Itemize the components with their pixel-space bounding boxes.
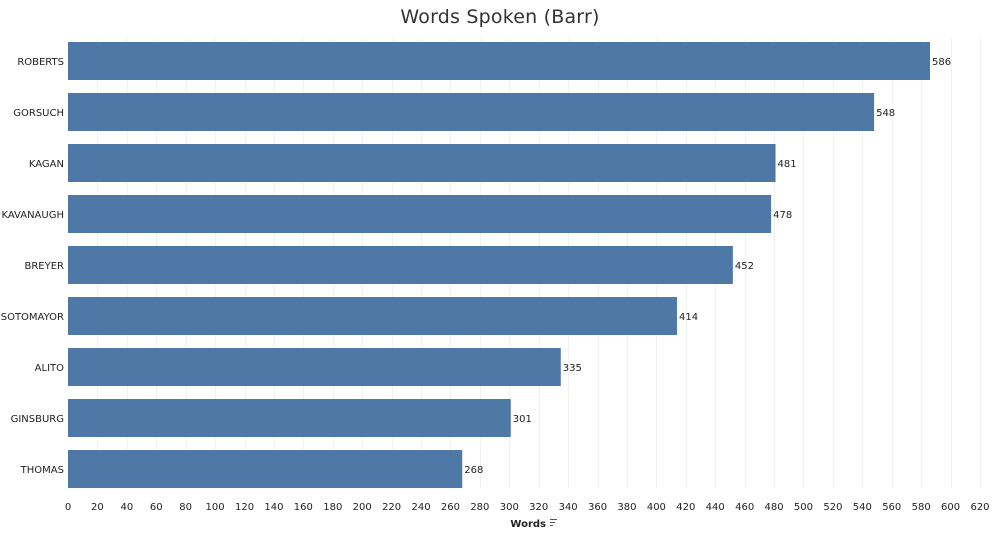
x-axis-title-group: Words [510, 519, 557, 530]
category-label: GORSUCH [13, 108, 64, 119]
x-tick-label: 180 [323, 502, 342, 513]
x-axis-title: Words [510, 519, 546, 530]
x-tick-label: 200 [353, 502, 372, 513]
x-tick-label: 620 [970, 502, 989, 513]
x-tick-label: 340 [559, 502, 578, 513]
x-tick-label: 500 [794, 502, 813, 513]
chart-title: Words Spoken (Barr) [400, 6, 600, 28]
category-label: THOMAS [20, 465, 64, 476]
x-tick-label: 380 [617, 502, 636, 513]
x-tick-label: 80 [179, 502, 192, 513]
bar-thomas[interactable] [68, 450, 463, 488]
bar-kavanaugh[interactable] [68, 195, 772, 233]
category-label: KAVANAUGH [1, 210, 64, 221]
bar-sotomayor[interactable] [68, 297, 677, 335]
bar-roberts[interactable] [68, 42, 930, 80]
category-label: GINSBURG [11, 414, 64, 425]
x-tick-label: 320 [529, 502, 548, 513]
x-tick-label: 160 [294, 502, 313, 513]
x-tick-label: 460 [735, 502, 754, 513]
category-label: SOTOMAYOR [1, 312, 64, 323]
x-tick-label: 580 [912, 502, 931, 513]
sort-descending-icon[interactable] [550, 519, 557, 526]
category-label: BREYER [24, 261, 64, 272]
x-tick-label: 0 [65, 502, 71, 513]
value-label: 335 [563, 363, 582, 374]
x-tick-label: 520 [823, 502, 842, 513]
value-label: 452 [735, 261, 754, 272]
category-label: KAGAN [29, 159, 64, 170]
value-label: 301 [513, 414, 532, 425]
x-tick-label: 540 [853, 502, 872, 513]
x-tick-label: 140 [264, 502, 283, 513]
x-tick-label: 420 [676, 502, 695, 513]
category-labels: ROBERTS GORSUCH KAGAN KAVANAUGH BREYER SOTOMA… [1, 57, 64, 476]
x-tick-label: 600 [941, 502, 960, 513]
bars [68, 42, 930, 488]
x-tick-label: 60 [150, 502, 163, 513]
value-label: 478 [773, 210, 792, 221]
bar-alito[interactable] [68, 348, 561, 386]
x-tick-label: 360 [588, 502, 607, 513]
x-tick-label: 40 [120, 502, 133, 513]
x-tick-label: 20 [91, 502, 104, 513]
x-tick-label: 100 [206, 502, 225, 513]
x-tick-label: 440 [706, 502, 725, 513]
bar-gorsuch[interactable] [68, 93, 875, 131]
x-tick-label: 280 [470, 502, 489, 513]
value-label: 481 [778, 159, 797, 170]
x-tick-label: 260 [441, 502, 460, 513]
category-label: ROBERTS [17, 57, 64, 68]
value-label: 548 [876, 108, 895, 119]
x-tick-label: 480 [765, 502, 784, 513]
x-tick-label: 120 [235, 502, 254, 513]
x-tick-label: 300 [500, 502, 519, 513]
x-tick-label: 400 [647, 502, 666, 513]
bar-ginsburg[interactable] [68, 399, 511, 437]
value-label: 586 [932, 57, 951, 68]
bar-breyer[interactable] [68, 246, 733, 284]
value-label: 414 [679, 312, 698, 323]
x-tick-label: 240 [411, 502, 430, 513]
x-tick-label: 560 [882, 502, 901, 513]
value-label: 268 [464, 465, 483, 476]
bar-kagan[interactable] [68, 144, 776, 182]
value-labels: 586 548 481 478 452 414 335 301 268 [464, 57, 951, 476]
x-axis-ticks: 0 20 40 60 80 100 120 140 160 180 200 220 240 260 280 3… [65, 502, 990, 513]
x-tick-label: 220 [382, 502, 401, 513]
category-label: ALITO [35, 363, 64, 374]
